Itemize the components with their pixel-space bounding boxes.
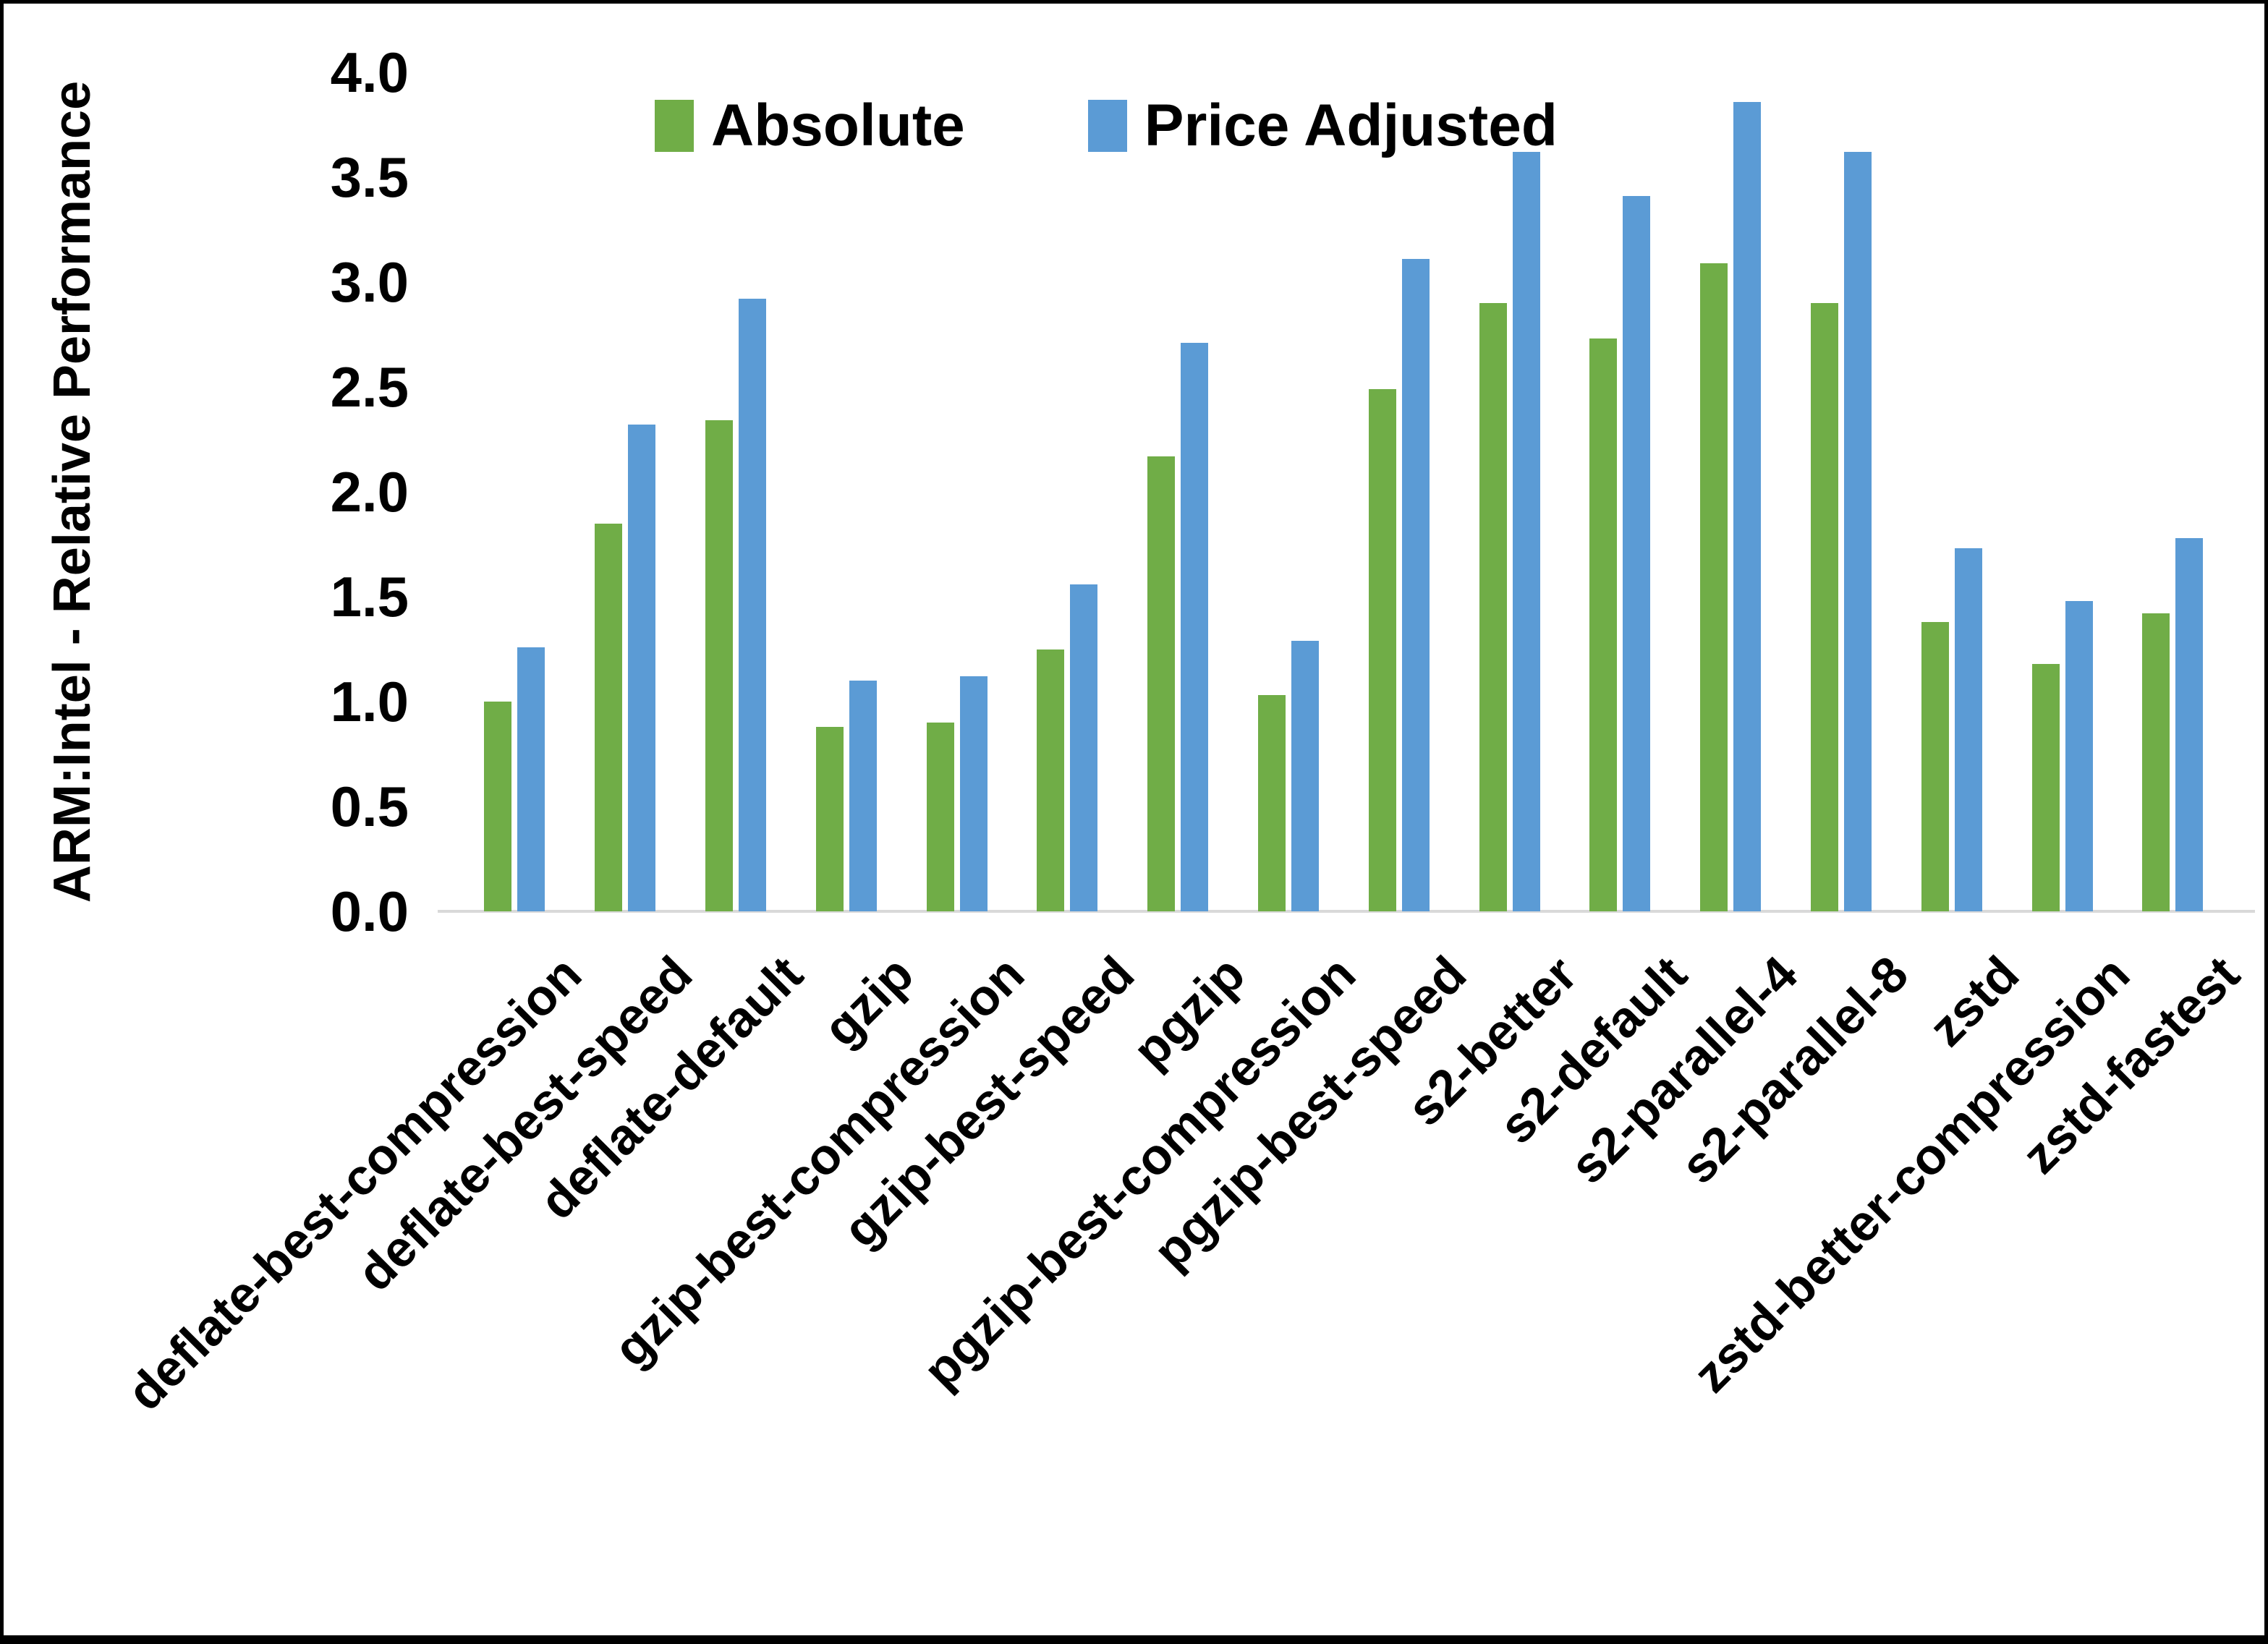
bar-absolute-deflate-best-speed [595,523,623,911]
y-tick-label: 0.5 [330,775,409,838]
bar-absolute-zstd-fastest [2142,613,2170,911]
bar-price-adjusted-pgzip-best-compression [1291,640,1319,911]
y-tick-label: 3.5 [330,145,409,209]
legend-label-price-adjusted: Price Adjusted [1144,93,1558,158]
bar-price-adjusted-gzip-best-speed [1070,584,1098,911]
bar-absolute-deflate-best-compression [484,702,512,911]
bar-absolute-gzip-best-compression [926,723,954,911]
y-tick-label: 0.0 [330,880,409,943]
bar-price-adjusted-s2-parallel-8 [1844,152,1872,911]
bar-price-adjusted-s2-default [1623,196,1651,911]
bar-price-adjusted-gzip [849,681,877,911]
bar-absolute-s2-parallel-8 [1811,303,1838,911]
bar-absolute-s2-parallel-4 [1700,263,1728,911]
bar-absolute-zstd-better-compression [2031,663,2060,911]
bar-absolute-gzip [815,726,844,911]
bar-absolute-pgzip-best-compression [1258,695,1286,911]
bar-price-adjusted-gzip-best-compression [959,676,988,911]
y-tick-label: 4.0 [330,41,409,104]
bar-price-adjusted-zstd-better-compression [2065,600,2093,911]
y-tick-label: 2.0 [330,460,409,524]
bar-price-adjusted-pgzip [1181,343,1209,911]
bar-absolute-gzip-best-speed [1037,649,1065,911]
bar-absolute-pgzip-best-speed [1368,388,1396,911]
bar-absolute-s2-default [1589,338,1618,911]
bar-price-adjusted-deflate-best-speed [628,425,656,911]
legend-item-price-adjusted: Price Adjusted [1087,93,1558,158]
bar-price-adjusted-zstd-fastest [2175,537,2204,911]
bar-price-adjusted-zstd [1954,548,1982,911]
bar-price-adjusted-s2-better [1512,152,1540,911]
bar-absolute-pgzip [1147,456,1176,911]
legend-swatch-absolute [655,100,694,152]
y-tick-label: 1.0 [330,670,409,733]
y-tick-label: 3.0 [330,250,409,314]
bar-price-adjusted-deflate-default [739,299,766,911]
x-axis-line [438,910,2255,913]
legend: Absolute Price Adjusted [655,96,1558,156]
bar-price-adjusted-s2-parallel-4 [1733,101,1762,911]
y-tick-label: 1.5 [330,565,409,629]
bar-absolute-zstd [1921,621,1949,911]
legend-label-absolute: Absolute [711,93,965,158]
y-tick-label: 2.5 [330,355,409,419]
y-axis-title: ARM:Intel - Relative Performance [43,80,101,903]
bar-absolute-deflate-default [705,420,733,911]
legend-item-absolute: Absolute [655,96,965,156]
bar-absolute-s2-better [1479,303,1507,911]
bar-price-adjusted-deflate-best-compression [517,647,545,911]
legend-swatch-price-adjusted [1087,100,1127,152]
bar-price-adjusted-pgzip-best-speed [1401,259,1430,911]
